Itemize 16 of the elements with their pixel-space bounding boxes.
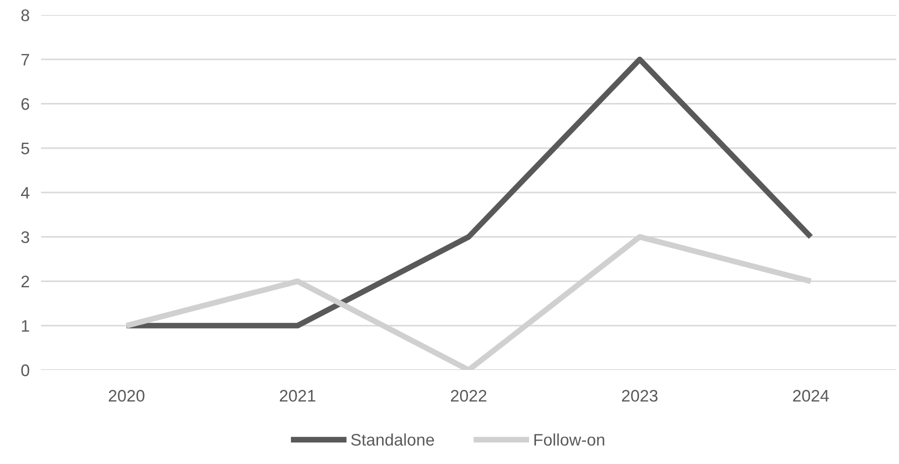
x-tick-label: 2022 [450,390,486,402]
x-tick-label: 2024 [793,390,829,402]
x-tick-label: 2020 [108,390,144,402]
y-tick-label: 0 [21,364,30,376]
x-tick-label: 2023 [622,390,658,402]
y-tick-label: 8 [21,9,30,22]
y-tick-label: 6 [21,98,30,110]
y-tick-label: 7 [21,54,30,66]
y-tick-label: 1 [22,320,30,332]
legend-label: Standalone [351,433,434,446]
y-tick-label: 3 [21,231,30,244]
y-tick-label: 4 [21,187,30,199]
legend-label: Follow-on [534,433,604,446]
y-tick-label: 2 [21,276,30,288]
x-tick-label: 2021 [280,390,316,402]
y-tick-label: 5 [21,142,30,154]
